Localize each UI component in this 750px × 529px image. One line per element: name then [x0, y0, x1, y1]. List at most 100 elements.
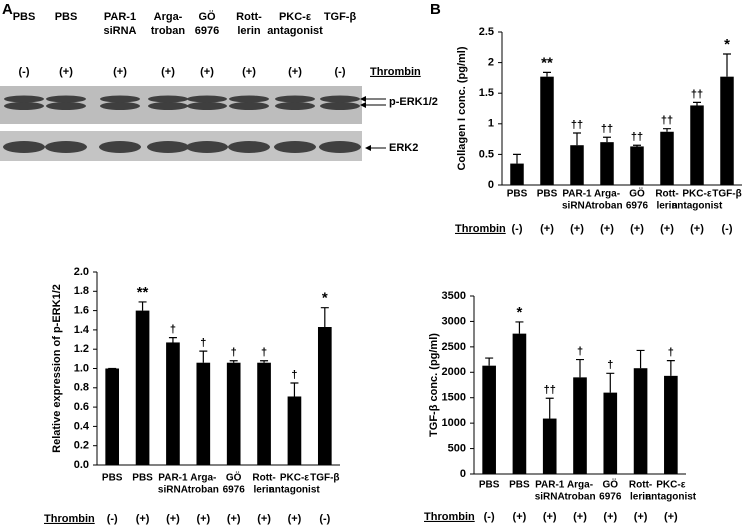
x-tick-label: Arga- [594, 189, 620, 200]
thrombin-sign: (+) [600, 223, 614, 235]
thrombin-sign: (-) [512, 223, 523, 235]
y-tick-label: 2000 [442, 366, 466, 378]
y-tick-label: 1500 [442, 392, 466, 404]
band [228, 141, 270, 153]
x-tick-label: lerin [254, 485, 275, 496]
error-bar [723, 53, 731, 77]
y-tick-label: 1.5 [479, 87, 494, 99]
y-tick-label: 3000 [442, 315, 466, 327]
bar [482, 365, 496, 474]
thrombin-sign: (+) [573, 511, 587, 523]
y-tick-label: 0.6 [74, 401, 89, 413]
x-tick-label: TGF-β [712, 189, 741, 200]
thrombin-sign: (+) [227, 513, 241, 525]
band [319, 141, 361, 153]
bar [603, 392, 618, 474]
error-bar [290, 382, 299, 397]
thrombin-sign: (+) [196, 513, 210, 525]
thrombin-sign: (+) [570, 223, 584, 235]
error-bar [545, 397, 554, 419]
x-tick-label: Arga- [190, 473, 216, 484]
lane-label: 6976 [195, 25, 219, 37]
error-bar [633, 144, 641, 147]
thrombin-sign: (+) [166, 513, 180, 525]
x-tick-label: troban [591, 201, 622, 212]
x-tick-label: antagonist [672, 201, 723, 212]
lane-label: PKC-ε [279, 11, 312, 23]
bar [573, 377, 587, 474]
y-tick-label: 1.6 [74, 305, 89, 317]
lane-label: Rott- [236, 11, 262, 23]
x-tick-label: siRNA [158, 485, 188, 496]
thrombin-sign: (+) [664, 511, 678, 523]
x-tick-label: PBS [507, 189, 528, 200]
lane-label: PAR-1 [104, 11, 136, 23]
significance: †† [661, 115, 673, 127]
x-tick-label: Rott- [252, 473, 275, 484]
thrombin-sign: (+) [513, 511, 527, 523]
x-tick-label: siRNA [535, 492, 565, 503]
panel-label: A [2, 1, 13, 18]
significance: † [231, 347, 237, 359]
x-tick-label: PBS [479, 480, 500, 491]
error-bar [576, 358, 584, 378]
thrombin-sign: (-) [319, 513, 330, 525]
y-tick-label: 0.5 [479, 148, 494, 160]
band [187, 102, 227, 110]
y-tick-label: 1.8 [74, 285, 89, 297]
x-tick-label: PAR-1 [158, 473, 188, 484]
error-bar [168, 337, 177, 343]
y-tick-label: 1.0 [74, 362, 89, 374]
bar [196, 362, 211, 465]
lane-label: Arga- [154, 11, 183, 23]
band [187, 95, 227, 103]
thrombin-sign: (-) [484, 511, 495, 523]
significance: † [291, 369, 297, 381]
x-tick-label: GÖ [226, 471, 242, 484]
significance: ** [137, 284, 149, 301]
bar [720, 76, 734, 185]
band [100, 95, 140, 103]
bar [317, 327, 332, 465]
bar [105, 368, 120, 465]
bar [510, 163, 524, 185]
significance: * [517, 304, 523, 321]
bar [630, 146, 644, 185]
x-tick-label: Rott- [629, 480, 652, 491]
y-tick-label: 2.5 [479, 26, 494, 38]
bar [166, 342, 180, 465]
thrombin-sign: (+) [200, 66, 214, 78]
band [229, 95, 269, 103]
thrombin-label: Thrombin [424, 511, 475, 523]
x-tick-label: PAR-1 [562, 189, 592, 200]
bar [257, 362, 271, 465]
band [147, 141, 189, 153]
y-axis-label: Relative expression of p-ERK1/2 [51, 284, 63, 453]
band-label: ERK2 [389, 142, 418, 154]
significance: † [261, 347, 267, 359]
band [46, 102, 86, 110]
x-tick-label: PBS [102, 473, 123, 484]
bar [287, 396, 302, 465]
thrombin-label: Thrombin [44, 513, 95, 525]
error-bar [603, 136, 611, 143]
error-bar [199, 350, 208, 363]
band [3, 141, 45, 153]
bar [570, 145, 584, 185]
error-bar [485, 357, 494, 366]
significance: †† [544, 384, 556, 396]
thrombin-sign: (+) [634, 511, 648, 523]
bar [660, 131, 674, 185]
x-tick-label: PKC-ε [656, 480, 685, 491]
y-axis-label: Collagen I conc. (pg/ml) [456, 46, 468, 170]
panel-label: B [430, 1, 441, 18]
error-bar [573, 132, 581, 146]
bar [512, 333, 527, 474]
lane-label: TGF-β [324, 11, 357, 23]
x-tick-label: Rott- [655, 189, 678, 200]
band [45, 141, 87, 153]
thrombin-label: Thrombin [370, 66, 421, 78]
x-tick-label: antagonist [646, 492, 697, 503]
error-bar [513, 153, 521, 164]
significance: ** [541, 54, 553, 71]
